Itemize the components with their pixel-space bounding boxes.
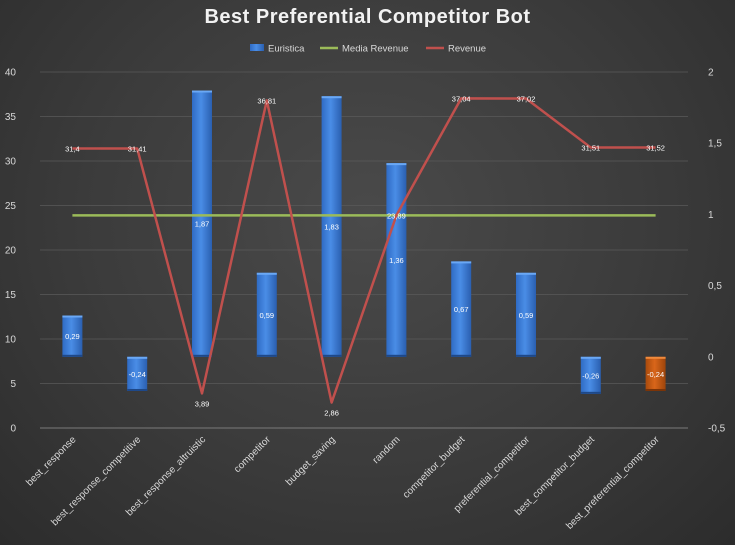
line-data-label: 31,51 <box>581 144 600 153</box>
bar-data-label: 0,67 <box>454 305 469 314</box>
bar <box>451 261 472 357</box>
bar-cap <box>645 356 666 359</box>
bar-cap <box>386 163 407 166</box>
line-data-label: 31,41 <box>128 144 147 153</box>
y-left-tick-label: 40 <box>5 68 17 79</box>
bar-data-label: 0,59 <box>259 311 274 320</box>
bar-base <box>645 388 666 391</box>
bar-data-label: -0,24 <box>647 370 664 379</box>
y-right-tick-label: 2 <box>708 68 714 79</box>
bar-base <box>127 388 148 391</box>
line-data-label: 31,52 <box>646 143 665 152</box>
bar-base <box>192 354 212 357</box>
y-left-tick-label: 30 <box>5 157 17 168</box>
bar-cap <box>451 261 472 264</box>
bar-data-label: 1,36 <box>389 256 404 265</box>
bar-cap <box>580 356 601 359</box>
x-tick-label: competitor_budget <box>401 434 468 501</box>
bar <box>62 315 83 357</box>
bar-cap <box>321 96 342 99</box>
y-right-tick-label: 0,5 <box>708 281 722 292</box>
series-line-revenue <box>72 97 656 404</box>
line-data-label: 31,4 <box>65 145 80 154</box>
chart-title: Best Preferential Competitor Bot <box>204 6 531 28</box>
bar-data-label: -0,24 <box>129 370 146 379</box>
legend-label: Euristica <box>268 44 305 55</box>
bar-cap <box>62 315 83 318</box>
y-left-tick-label: 15 <box>5 290 17 301</box>
bar-base <box>256 354 277 357</box>
y-right-tick-label: 0 <box>708 352 714 363</box>
y-right-tick-label: 1 <box>708 210 714 221</box>
bar-data-label: 1,83 <box>324 223 339 232</box>
bar <box>516 272 536 357</box>
bar-data-label: 0,29 <box>65 332 80 341</box>
bar-data-label: 0,59 <box>519 311 534 320</box>
bar-base <box>386 354 407 357</box>
line-data-label: 23,89 <box>387 211 406 220</box>
line-data-label: 37,04 <box>452 94 471 103</box>
bar-cap <box>127 356 148 359</box>
legend-label: Media Revenue <box>342 44 409 55</box>
line-data-label: 36,81 <box>257 96 276 105</box>
y-left-tick-label: 35 <box>5 112 17 123</box>
bar-data-label: -0,26 <box>582 371 599 380</box>
y-left-tick-label: 10 <box>5 335 17 346</box>
bar <box>192 90 212 357</box>
bar <box>321 96 342 357</box>
line-data-label: 37,02 <box>517 95 536 104</box>
bar <box>256 272 277 357</box>
y-left-tick-label: 0 <box>10 424 16 435</box>
y-left-tick-label: 20 <box>5 246 17 257</box>
y-left-tick-label: 5 <box>10 379 16 390</box>
bar-cap <box>256 272 277 275</box>
line-data-label: 2,86 <box>324 409 339 418</box>
x-tick-label: budget_saving <box>284 434 338 488</box>
legend-swatch <box>250 44 264 51</box>
bar-cap <box>192 90 212 93</box>
y-right-tick-label: -0,5 <box>708 424 726 435</box>
bar-base <box>516 354 536 357</box>
bar-cap <box>516 272 536 275</box>
line-data-label: 3,89 <box>195 399 210 408</box>
legend-label: Revenue <box>448 44 486 55</box>
bar-base <box>580 391 601 394</box>
x-tick-label: random <box>371 434 403 466</box>
y-right-tick-label: 1,5 <box>708 139 722 150</box>
bar <box>386 163 407 357</box>
x-tick-label: competitor <box>232 434 273 475</box>
bar <box>580 356 601 394</box>
x-tick-label: best_response <box>24 434 78 488</box>
y-left-tick-label: 25 <box>5 201 17 212</box>
bar <box>645 356 666 391</box>
bar-data-label: 1,87 <box>195 220 210 229</box>
bar <box>127 356 148 391</box>
bar-base <box>321 354 342 357</box>
bar-base <box>451 354 472 357</box>
bar-base <box>62 354 83 357</box>
